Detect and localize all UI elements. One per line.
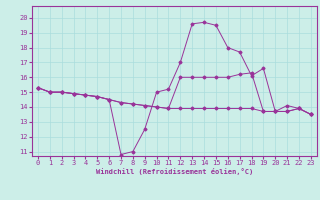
X-axis label: Windchill (Refroidissement éolien,°C): Windchill (Refroidissement éolien,°C) xyxy=(96,168,253,175)
